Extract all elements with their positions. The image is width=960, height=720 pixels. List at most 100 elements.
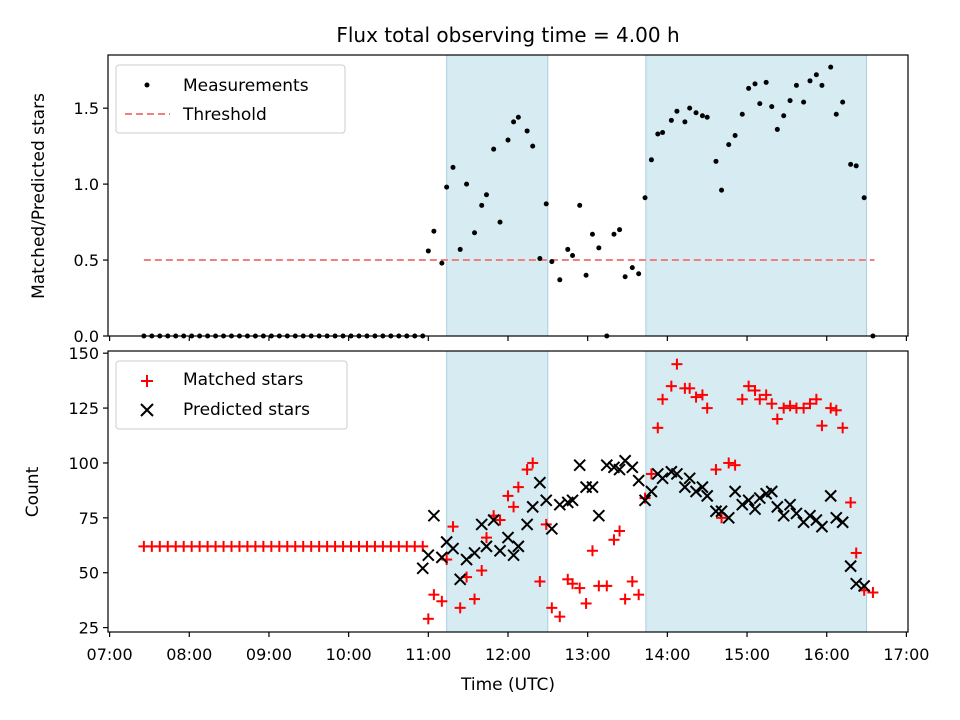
top-legend: Measurements Threshold	[115, 64, 346, 134]
measurement-point	[769, 104, 775, 110]
y-tick-label: 25	[79, 619, 99, 638]
measurement-point	[793, 82, 799, 88]
predicted-star-point	[753, 491, 766, 505]
predicted-star-point	[507, 548, 520, 562]
matched-star-point	[601, 580, 613, 592]
matched-star-point	[696, 389, 708, 401]
legend-measurements-label: Measurements	[183, 76, 309, 96]
matched-star-point	[633, 589, 645, 601]
measurement-point	[565, 246, 571, 252]
measurement-point	[425, 248, 431, 254]
predicted-star-point	[501, 531, 515, 544]
measurement-point	[596, 245, 602, 251]
matched-star-point	[845, 496, 857, 508]
measurement-point	[807, 78, 813, 84]
matched-star-point	[684, 382, 696, 394]
predicted-star-point	[468, 546, 481, 560]
measurement-point	[674, 108, 680, 114]
predicted-star-point	[824, 489, 837, 503]
bottom-y-axis-label: Count	[23, 466, 43, 517]
matched-star-point	[754, 393, 766, 405]
matched-star-point	[710, 464, 722, 476]
predicted-star-point	[592, 509, 606, 522]
measurement-point	[819, 82, 825, 88]
measurement-point	[611, 231, 617, 237]
matched-star-point	[771, 413, 783, 425]
matched-star-point	[534, 576, 546, 588]
measurement-point	[687, 105, 693, 111]
matched-star-point	[778, 402, 790, 414]
predicted-star-point	[632, 474, 645, 487]
predicted-star-point	[748, 502, 762, 516]
measurement-point	[861, 195, 867, 201]
measurement-point	[739, 111, 745, 117]
measurement-point	[439, 260, 445, 266]
measurement-point	[726, 142, 732, 148]
predicted-star-point	[446, 542, 460, 555]
predicted-star-point	[475, 518, 488, 531]
measurement-point	[515, 114, 521, 120]
predicted-star-point	[722, 511, 735, 525]
matched-star-point	[454, 602, 466, 614]
predicted-star-point	[689, 485, 703, 498]
predicted-stars-points	[416, 454, 871, 593]
matched-star-point	[494, 514, 506, 526]
top-panel: 0.0 0.5 1.0 1.5 Flux total observing time =…	[29, 23, 909, 346]
chart-title: Flux total observing time = 4.00 h	[336, 23, 679, 47]
measurement-point	[648, 157, 654, 163]
predicted-star-point	[765, 485, 778, 498]
y-tick-label: 0.0	[74, 327, 99, 346]
predicted-star-point	[844, 559, 857, 573]
predicted-star-point	[803, 509, 817, 522]
measurement-point	[746, 85, 752, 91]
x-tick-label: 09:00	[246, 645, 292, 664]
bottom-y-ticks: 25 50 75 100 125 150	[68, 344, 108, 638]
measurement-point	[774, 126, 780, 132]
predicted-star-point	[700, 489, 714, 503]
predicted-star-point	[626, 461, 639, 474]
predicted-star-point	[520, 518, 534, 531]
measurement-point	[833, 111, 839, 117]
matched-star-point	[447, 521, 459, 533]
bottom-panel: 25 50 75 100 125 150 07:00 08:00 09:00 10:00 11:0…	[23, 344, 929, 695]
measurement-point	[491, 146, 497, 152]
predicted-star-point	[613, 463, 626, 476]
matched-star-point	[716, 512, 728, 524]
x-tick-label: 07:00	[87, 645, 133, 664]
matched-star-point	[671, 358, 683, 370]
matched-star-point	[508, 501, 520, 513]
x-axis-label: Time (UTC)	[460, 675, 555, 695]
measurement-point	[704, 114, 710, 120]
measurement-point	[483, 192, 489, 198]
predicted-star-point	[830, 511, 843, 525]
matched-star-point	[626, 576, 638, 588]
top-y-ticks: 0.0 0.5 1.0 1.5	[74, 99, 108, 346]
matched-star-point	[701, 402, 713, 414]
predicted-star-point	[480, 540, 493, 553]
measurement-point	[530, 143, 536, 149]
measurement-point	[801, 99, 807, 105]
measurement-point	[732, 133, 738, 139]
measurement-point	[752, 81, 758, 87]
legend-threshold-label: Threshold	[182, 105, 267, 125]
observing-span-1	[645, 54, 868, 337]
matched-star-point	[614, 525, 626, 537]
measurement-point	[549, 259, 555, 265]
y-tick-label: 100	[68, 454, 99, 473]
matched-star-point	[554, 611, 566, 623]
measurement-point	[660, 129, 666, 135]
matched-star-point	[546, 602, 558, 614]
measurement-point	[622, 274, 628, 280]
matched-star-point	[665, 380, 677, 392]
measurement-point	[781, 113, 787, 119]
measurement-point	[444, 184, 450, 190]
predicted-star-point	[683, 472, 696, 485]
x-tick-label: 14:00	[644, 645, 690, 664]
matched-star-point	[867, 586, 879, 598]
predicted-star-point	[435, 551, 449, 564]
measurement-point	[457, 246, 463, 252]
matched-star-point	[736, 393, 748, 405]
predicted-star-point	[728, 485, 742, 498]
matched-star-point	[512, 481, 524, 493]
measurement-point	[589, 231, 595, 237]
